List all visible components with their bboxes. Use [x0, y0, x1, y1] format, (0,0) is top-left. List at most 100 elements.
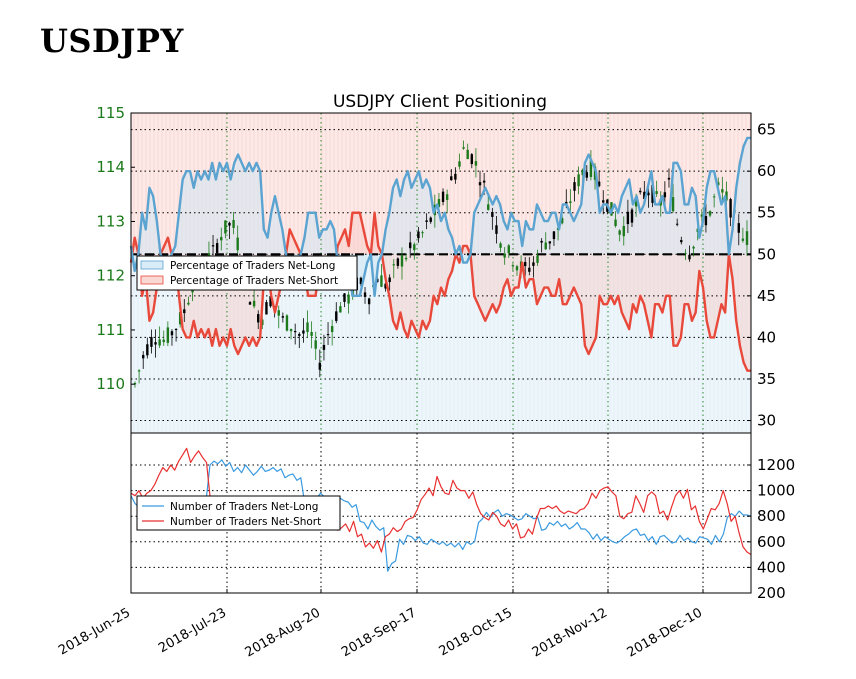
candle-body — [425, 220, 428, 222]
candle-body — [458, 161, 461, 167]
candle-body — [289, 328, 293, 332]
candle-body — [441, 191, 445, 203]
x-tick-label: 2018-Oct-15 — [437, 605, 515, 659]
left-tick-label: 110 — [96, 375, 125, 393]
candle-body — [589, 158, 593, 178]
candle-body — [306, 322, 309, 333]
candle-body — [174, 329, 178, 331]
left-tick-label: 114 — [96, 158, 125, 176]
candle-body — [142, 354, 145, 359]
candle-body — [322, 344, 326, 350]
candle-body — [445, 194, 449, 200]
candle-body — [614, 219, 617, 227]
candle-body — [721, 189, 724, 193]
bottom-right-tick-label: 400 — [757, 558, 786, 576]
candle-body — [675, 223, 679, 225]
candle-body — [413, 244, 416, 251]
candle-body — [651, 184, 654, 203]
candle-body — [540, 240, 543, 243]
candle-body — [634, 201, 638, 207]
candle-body — [396, 258, 400, 266]
candle-body — [454, 173, 457, 180]
candle-body — [585, 172, 589, 178]
candle-body — [408, 242, 412, 249]
right-tick-label: 40 — [757, 328, 776, 346]
candle-body — [511, 265, 515, 267]
candle-body — [507, 245, 510, 254]
candle-body — [688, 254, 691, 260]
candle-body — [708, 211, 712, 216]
candle-body — [450, 176, 453, 181]
positioning-lines — [129, 136, 751, 372]
candle-body — [380, 275, 383, 287]
candle-body — [335, 311, 338, 321]
candle-body — [285, 315, 289, 331]
candle-body — [667, 177, 671, 180]
main-legend: Percentage of Traders Net-Long Percentag… — [136, 255, 358, 291]
candle-body — [166, 327, 170, 343]
candle-body — [252, 300, 256, 307]
candle-body — [347, 294, 350, 304]
x-tick-label: 2018-Sep-17 — [339, 605, 419, 660]
candle-body — [639, 190, 642, 193]
right-tick-label: 35 — [757, 370, 776, 388]
candle-body — [552, 231, 556, 240]
candle-body — [630, 209, 634, 223]
candle-body — [437, 199, 441, 207]
left-tick-label: 111 — [96, 321, 125, 339]
candle-body — [232, 220, 235, 228]
candle-body — [717, 182, 720, 186]
candle-body — [170, 331, 174, 336]
candle-body — [536, 255, 539, 263]
candle-body — [532, 262, 535, 266]
candle-body — [470, 154, 474, 165]
right-tick-label: 50 — [757, 245, 776, 263]
candle-body — [495, 225, 498, 234]
candle-body — [150, 337, 153, 347]
candle-body — [573, 182, 576, 191]
candle-body — [503, 253, 506, 258]
candle-body — [388, 277, 391, 283]
candle-body — [293, 330, 297, 333]
bottom-right-tick-label: 1200 — [757, 456, 795, 474]
candle-body — [487, 204, 490, 210]
candle-body — [569, 201, 572, 204]
count-long-line — [130, 459, 752, 572]
candle-body — [680, 240, 683, 243]
bottom-right-tick-label: 200 — [757, 584, 786, 602]
candle-body — [745, 231, 749, 245]
candle-body — [187, 302, 190, 305]
candle-body — [544, 242, 547, 250]
candle-body — [741, 238, 745, 241]
candle-body — [257, 314, 260, 323]
candle-body — [363, 292, 367, 297]
right-tick-label: 60 — [757, 162, 776, 180]
x-tick-label: 2018-Jul-23 — [156, 605, 229, 656]
chart-title: USDJPY Client Positioning — [333, 92, 547, 112]
candle-body — [162, 339, 165, 343]
candle-body — [183, 309, 186, 314]
right-tick-label: 65 — [757, 121, 776, 139]
candle-body — [359, 277, 363, 284]
candle-body — [404, 257, 408, 260]
left-axis-ticks: 110 111 112 113 114 115 — [96, 104, 135, 393]
candle-body — [581, 169, 584, 176]
candle-body — [137, 370, 141, 372]
candle-body — [265, 302, 268, 315]
candle-body — [499, 243, 502, 248]
candle-body — [269, 296, 272, 307]
candle-body — [400, 255, 404, 267]
candle-body — [622, 225, 625, 237]
candle-body — [478, 182, 482, 186]
candle-body — [314, 340, 317, 349]
candle-body — [384, 283, 387, 289]
legend-label-count-short: Number of Traders Net-Short — [170, 516, 321, 528]
candle-body — [577, 174, 580, 187]
candle-body — [491, 212, 494, 217]
candle-body — [655, 191, 658, 195]
candle-body — [392, 264, 395, 266]
candle-body — [298, 333, 301, 336]
legend-swatch-net-long — [140, 260, 164, 270]
candle-body — [310, 331, 313, 336]
